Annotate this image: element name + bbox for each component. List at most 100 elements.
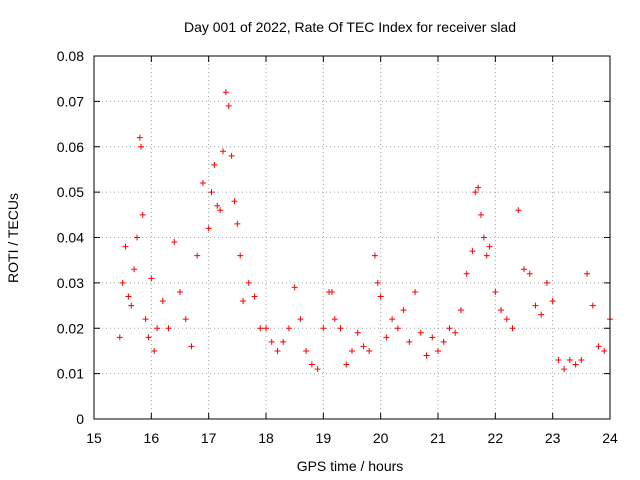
data-point bbox=[211, 161, 218, 168]
data-point bbox=[245, 279, 252, 286]
data-point bbox=[400, 307, 407, 314]
data-point bbox=[412, 288, 419, 295]
data-point bbox=[538, 311, 545, 318]
data-points bbox=[116, 89, 613, 373]
data-point bbox=[366, 347, 373, 354]
data-point bbox=[595, 343, 602, 350]
data-point bbox=[297, 316, 304, 323]
data-point bbox=[214, 202, 221, 209]
data-point bbox=[371, 252, 378, 259]
data-point bbox=[492, 288, 499, 295]
data-point bbox=[220, 148, 226, 155]
data-point bbox=[480, 234, 487, 241]
data-point bbox=[165, 325, 172, 332]
data-point bbox=[472, 189, 479, 196]
y-tick-label: 0.04 bbox=[57, 230, 84, 246]
data-point bbox=[561, 366, 568, 373]
data-point bbox=[457, 307, 464, 314]
x-tick-label: 24 bbox=[602, 430, 618, 446]
data-point bbox=[515, 207, 522, 214]
y-tick-label: 0.06 bbox=[57, 139, 84, 155]
data-point bbox=[549, 298, 556, 305]
data-point bbox=[240, 298, 247, 305]
data-point bbox=[139, 211, 146, 218]
data-point bbox=[503, 316, 510, 323]
data-point bbox=[171, 239, 178, 246]
data-point bbox=[199, 180, 206, 187]
data-point bbox=[231, 198, 238, 205]
data-point bbox=[406, 338, 413, 345]
y-tick-label: 0.01 bbox=[57, 366, 84, 382]
y-tick-label: 0.03 bbox=[57, 275, 84, 291]
data-point bbox=[237, 252, 244, 259]
data-point bbox=[151, 347, 158, 354]
data-point bbox=[331, 316, 338, 323]
data-point bbox=[257, 325, 264, 332]
data-point bbox=[452, 329, 459, 336]
x-tick-label: 23 bbox=[545, 430, 561, 446]
data-point bbox=[145, 334, 152, 341]
data-point bbox=[578, 357, 585, 364]
data-point bbox=[205, 225, 212, 232]
data-point bbox=[208, 189, 215, 196]
data-point bbox=[389, 316, 396, 323]
x-tick-label: 18 bbox=[258, 430, 274, 446]
data-point bbox=[360, 343, 367, 350]
data-point bbox=[280, 338, 287, 345]
data-point bbox=[268, 338, 275, 345]
data-point bbox=[343, 361, 350, 368]
data-point bbox=[483, 252, 490, 259]
data-point bbox=[509, 325, 516, 332]
y-tick-label: 0 bbox=[76, 411, 84, 427]
data-point bbox=[478, 211, 484, 218]
data-point bbox=[589, 302, 596, 309]
data-point bbox=[440, 338, 447, 345]
data-point bbox=[142, 316, 149, 323]
data-point bbox=[429, 334, 436, 341]
y-tick-label: 0.07 bbox=[57, 93, 84, 109]
x-tick-label: 17 bbox=[201, 430, 217, 446]
data-point bbox=[291, 284, 298, 291]
data-point bbox=[377, 293, 384, 300]
data-point bbox=[131, 266, 138, 273]
data-point bbox=[374, 279, 381, 286]
grid-lines bbox=[94, 56, 610, 419]
data-point bbox=[228, 152, 235, 159]
data-point bbox=[222, 89, 229, 96]
data-point bbox=[154, 325, 161, 332]
x-tick-labels: 15 16 17 18 19 20 21 22 23 24 bbox=[86, 430, 618, 446]
data-point bbox=[119, 279, 126, 286]
data-point bbox=[337, 325, 344, 332]
data-point bbox=[566, 357, 573, 364]
data-point bbox=[225, 102, 232, 109]
data-point bbox=[423, 352, 430, 359]
x-tick-label: 19 bbox=[316, 430, 332, 446]
x-tick-label: 15 bbox=[86, 430, 102, 446]
data-point bbox=[349, 347, 355, 354]
data-point bbox=[354, 329, 361, 336]
y-tick-label: 0.05 bbox=[57, 184, 84, 200]
data-point bbox=[555, 357, 562, 364]
data-point bbox=[394, 325, 401, 332]
data-point bbox=[263, 325, 269, 332]
y-tick-label: 0.08 bbox=[57, 48, 84, 64]
x-tick-label: 22 bbox=[488, 430, 504, 446]
x-tick-label: 16 bbox=[144, 430, 160, 446]
data-point bbox=[328, 288, 335, 295]
data-point bbox=[134, 234, 140, 241]
data-point bbox=[194, 252, 201, 259]
data-point bbox=[182, 316, 189, 323]
data-point bbox=[308, 361, 315, 368]
data-point bbox=[383, 334, 390, 341]
plot-frame bbox=[93, 55, 611, 420]
y-axis-label: ROTI / TECUs bbox=[5, 193, 21, 283]
data-point bbox=[435, 347, 441, 354]
data-point bbox=[285, 325, 292, 332]
data-point bbox=[543, 279, 550, 286]
data-point bbox=[526, 270, 533, 277]
data-point bbox=[251, 293, 258, 300]
data-point bbox=[314, 366, 321, 373]
data-point bbox=[320, 325, 327, 332]
data-point bbox=[234, 220, 241, 227]
